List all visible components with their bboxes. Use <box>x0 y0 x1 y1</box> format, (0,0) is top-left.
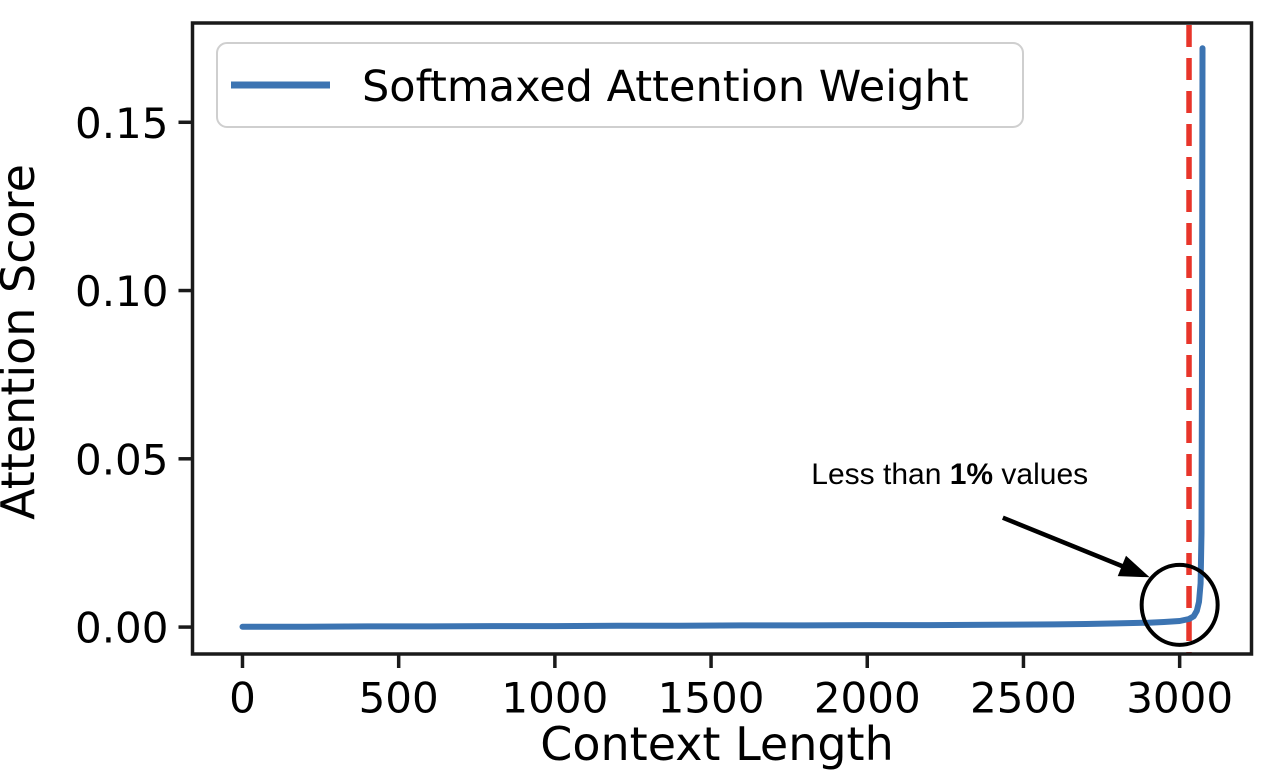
x-tick-label: 500 <box>359 674 439 723</box>
y-tick-label: 0.00 <box>75 604 169 653</box>
annotation-text-suffix: values <box>993 458 1088 491</box>
annotation-text: Less than 1% values <box>811 458 1088 491</box>
x-tick-label: 1000 <box>501 674 608 723</box>
annotation-text-prefix: Less than <box>811 458 949 491</box>
plot-series-layer <box>239 25 1206 654</box>
annotation-arrow-shaft <box>1001 515 1127 570</box>
x-tick-label: 3000 <box>1126 674 1233 723</box>
y-tick-label: 0.05 <box>75 435 169 484</box>
x-tick-label: 2000 <box>814 674 921 723</box>
legend-label: Softmaxed Attention Weight <box>362 62 969 112</box>
plot-spines <box>190 21 1254 656</box>
x-tick-label: 0 <box>229 674 256 723</box>
legend-box <box>216 42 1024 128</box>
x-axis-label: Context Length <box>540 717 894 771</box>
x-tick-label: 2500 <box>970 674 1077 723</box>
y-axis-label: Attention Score <box>0 164 45 520</box>
annotation-circle <box>1139 562 1220 647</box>
annotation-arrow-head <box>1117 555 1150 578</box>
y-tick-label: 0.10 <box>75 267 169 316</box>
x-tick-label: 1500 <box>658 674 765 723</box>
y-tick-label: 0.15 <box>75 99 169 148</box>
legend: Softmaxed Attention Weight <box>216 42 1024 128</box>
axis-ticks: 0 500 1000 1500 2000 2500 3000 0.00 0.05 0.10 0.15 <box>75 99 1233 723</box>
annotation-text-bold: 1% <box>950 458 993 491</box>
attention-weight-line <box>239 45 1206 630</box>
annotation-layer <box>1001 515 1220 647</box>
